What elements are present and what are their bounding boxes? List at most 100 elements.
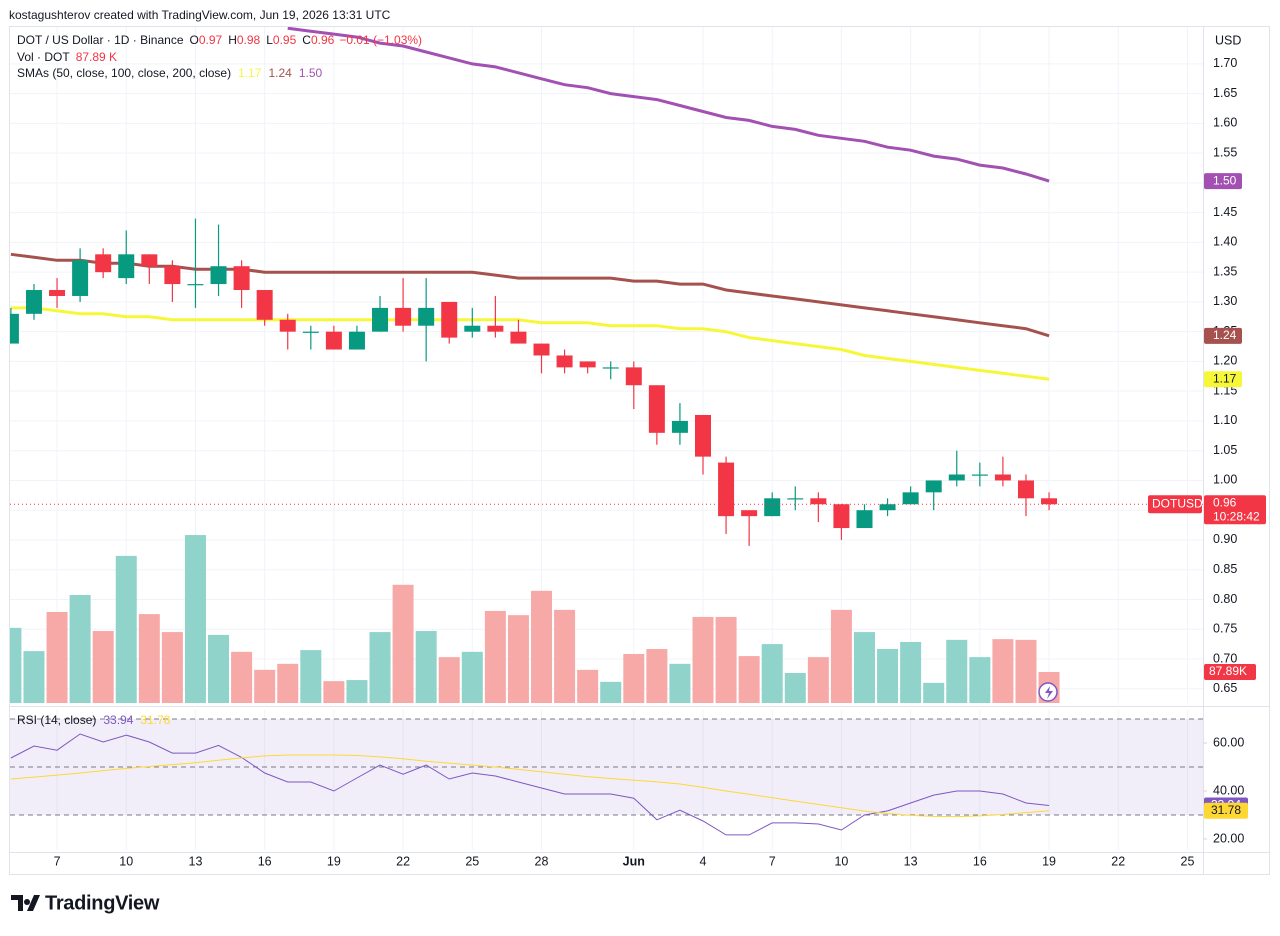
legend: DOT / US Dollar · 1D · Binance O0.97 H0.98…	[17, 33, 422, 727]
candle-body	[671, 420, 688, 433]
volume-bar	[461, 651, 483, 703]
rsi-line	[10, 733, 1050, 836]
legend-item: Vol · DOT	[17, 50, 70, 64]
volume-bar	[623, 653, 645, 703]
rsi-tick-label: 60.00	[1213, 735, 1244, 749]
volume-bar	[669, 663, 691, 703]
x-tick-label: 13	[189, 854, 203, 868]
volume-bar	[969, 657, 991, 703]
rsi-tick-label: 20.00	[1213, 831, 1244, 845]
volume-bar	[877, 649, 899, 703]
candle-body	[1041, 498, 1058, 505]
candle-body	[279, 319, 296, 332]
y-tick-label: 0.75	[1213, 622, 1237, 636]
volume-bar	[23, 651, 45, 703]
candle-body	[118, 254, 135, 279]
sma-badge	[1204, 173, 1242, 190]
legend-item: 33.94	[103, 713, 133, 727]
legend-line: SMAs (50, close, 100, close, 200, close)…	[17, 66, 323, 80]
candle-body	[833, 504, 850, 529]
candle-body	[902, 492, 919, 505]
sma-badge	[1204, 327, 1242, 344]
logo-icon	[11, 895, 40, 911]
y-tick-label: 0.85	[1213, 562, 1237, 576]
candle-body	[741, 510, 758, 517]
y-tick-label: 1.40	[1213, 235, 1237, 249]
candle-body	[164, 266, 181, 285]
sma-badge-label: 1.24	[1213, 328, 1237, 342]
price-pane	[10, 27, 1203, 703]
candle-body	[141, 254, 158, 267]
volume-bar	[277, 663, 299, 703]
volume-bar	[600, 681, 622, 703]
volume-bar	[369, 632, 391, 703]
volume-bar	[900, 641, 922, 703]
volume-bar	[646, 649, 668, 703]
currency: USD	[1215, 33, 1241, 47]
candle-body	[372, 307, 389, 332]
y-tick-label: 1.70	[1213, 56, 1237, 70]
candle-body	[648, 385, 665, 433]
volume-bar	[231, 651, 253, 703]
x-tick-label: 7	[54, 854, 61, 868]
candle-body	[487, 325, 504, 332]
legend-item: 87.89 K	[76, 50, 117, 64]
legend-item: 0.95	[273, 33, 297, 47]
volume-bar	[300, 650, 322, 703]
legend-item: 0.96	[311, 33, 335, 47]
volume-bar	[946, 639, 968, 703]
rsi-pane	[10, 710, 1203, 850]
y-tick-label: 0.80	[1213, 592, 1237, 606]
y-tick-label: 1.00	[1213, 473, 1237, 487]
x-tick-label: Jun	[623, 854, 645, 868]
x-tick-label: 4	[700, 854, 707, 868]
badge-symbol: DOTUSD	[1152, 496, 1203, 510]
volume-bar	[10, 627, 22, 703]
volume-bar	[992, 639, 1014, 703]
y-tick-label: 1.35	[1213, 264, 1237, 278]
candle-body	[325, 331, 342, 350]
volume-bar	[92, 631, 114, 703]
legend-item: C	[302, 33, 311, 47]
volume-bar	[923, 682, 945, 703]
x-tick-label: 7	[769, 854, 776, 868]
y-tick-label: 1.45	[1213, 205, 1237, 219]
volume-bar	[184, 535, 206, 703]
volume-bar	[161, 632, 183, 703]
volume-bar	[531, 590, 553, 703]
volume-bar	[807, 657, 829, 703]
badge-countdown: 10:28:42	[1213, 509, 1260, 523]
volume-bar	[692, 616, 714, 703]
candle-body	[95, 254, 112, 273]
candle-body	[556, 355, 573, 368]
x-tick-label: 25	[465, 854, 479, 868]
y-tick-label: 0.90	[1213, 532, 1237, 546]
candle-body	[441, 301, 458, 338]
candle-body	[302, 331, 319, 333]
legend-line: RSI (14, close) 33.94 31.78	[17, 713, 171, 727]
sma-badge	[1204, 371, 1242, 388]
legend-item: O	[190, 33, 199, 47]
volume-bar	[484, 610, 506, 703]
x-tick-label: 22	[396, 854, 410, 868]
volume-bar	[761, 644, 783, 703]
y-tick-label: 1.05	[1213, 443, 1237, 457]
candle-body	[602, 367, 619, 369]
x-tick-label: 19	[327, 854, 341, 868]
volume-bar	[438, 657, 460, 703]
rsi-line	[10, 754, 1050, 818]
candle-body	[1017, 480, 1034, 499]
legend-item: DOT / US Dollar · 1D · Binance	[17, 33, 184, 47]
y-tick-label: 0.65	[1213, 681, 1237, 695]
candle-body	[210, 266, 227, 285]
badge-price: 0.96	[1213, 495, 1237, 509]
candle-body	[994, 474, 1011, 481]
candle-body	[10, 313, 19, 344]
y-tick-label: 1.65	[1213, 86, 1237, 100]
candle-body	[810, 498, 827, 505]
volume-bar	[830, 609, 852, 703]
x-tick-label: 19	[1042, 854, 1056, 868]
volume-bar	[115, 555, 137, 703]
y-tick-label: 1.30	[1213, 294, 1237, 308]
